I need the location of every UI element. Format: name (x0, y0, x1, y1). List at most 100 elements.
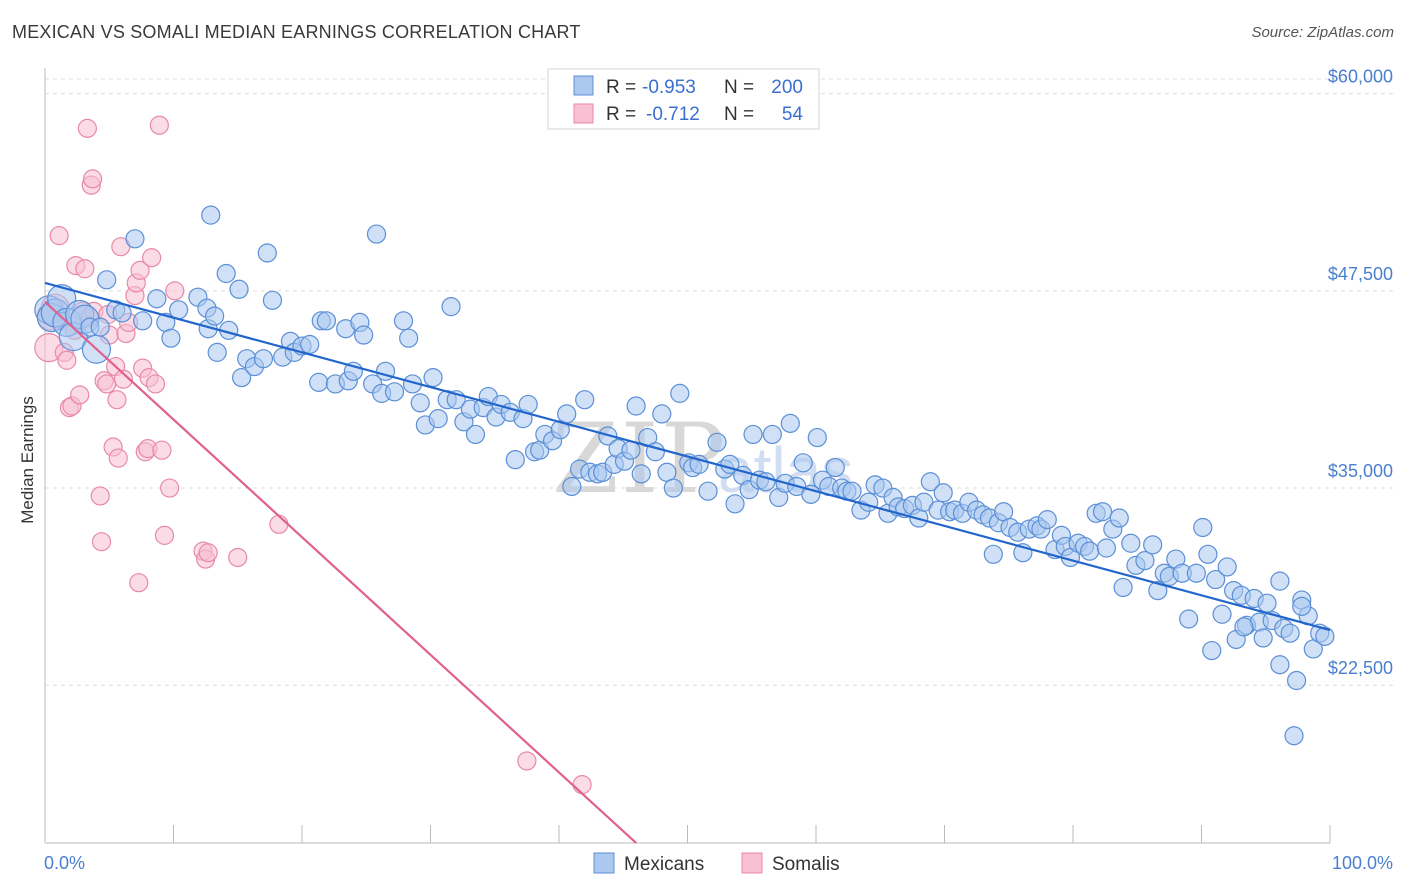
mexicans-point-164 (1080, 541, 1100, 561)
mexicans-point-15 (133, 311, 153, 331)
mexicans-point-180 (1179, 609, 1199, 629)
mexicans-point-25 (207, 342, 227, 362)
x-tick-label-0: 0.0% (44, 853, 85, 873)
legend-swatch-mexicans (573, 75, 594, 96)
mexicans-point-98 (663, 478, 683, 498)
mexicans-point-92 (626, 396, 646, 416)
mexicans-point-66 (465, 424, 486, 445)
mexicans-point-104 (707, 432, 727, 452)
mexicans-point-209 (1253, 628, 1273, 648)
somalis-point-47 (165, 281, 185, 301)
somalis-point-43 (149, 115, 169, 135)
y-axis-label: Median Earnings (18, 396, 37, 524)
mexicans-point-183 (1198, 544, 1218, 564)
mexicans-point-40 (309, 372, 329, 392)
mexicans-point-60 (428, 409, 448, 429)
trend-line-mexicans (44, 281, 1331, 632)
mexicans-point-18 (161, 328, 181, 348)
mexicans-point-208 (1284, 726, 1304, 746)
axes (44, 68, 1331, 844)
mexicans-point-26 (216, 263, 236, 284)
y-tick-label-0: $22,500 (1328, 658, 1393, 678)
mexicans-point-126 (842, 481, 862, 501)
mexicans-point-83 (575, 390, 595, 410)
legend-n-value-somalis: 54 (782, 104, 804, 125)
mexicans-point-186 (1217, 557, 1237, 577)
somalis-point-51 (228, 547, 248, 568)
somalis-point-3 (49, 226, 69, 246)
somalis-point-54 (572, 775, 592, 795)
mexicans-point-99 (670, 383, 690, 403)
mexicans-point-157 (1037, 510, 1057, 530)
somalis-point-27 (107, 390, 127, 410)
somalis-point-11 (70, 385, 90, 405)
legend-r-value-mexicans: -0.953 (642, 77, 696, 98)
mexicans-point-19 (169, 300, 189, 320)
mexicans-point-55 (399, 328, 419, 348)
somalis-point-30 (113, 369, 133, 389)
legend-r-value-somalis: -0.712 (646, 104, 700, 125)
mexicans-point-204 (1292, 596, 1312, 616)
mexicans-point-13 (112, 303, 132, 323)
mexicans-point-10 (90, 317, 110, 337)
mexicans-point-138 (920, 472, 940, 492)
mexicans-point-116 (780, 413, 800, 433)
mexicans-point-173 (1135, 551, 1155, 571)
mexicans-point-42 (316, 311, 337, 331)
bottom-legend-swatch-somalis (741, 852, 763, 874)
mexicans-point-148 (983, 544, 1003, 564)
mexicans-point-16 (147, 289, 167, 309)
somalis-point-45 (154, 525, 175, 545)
legend-n-value-mexicans: 200 (771, 77, 803, 98)
mexicans-point-128 (859, 492, 879, 512)
y-tick-label-1: $35,000 (1328, 461, 1393, 481)
mexicans-point-50 (366, 224, 387, 244)
legend-n-label-somalis: N = (724, 104, 754, 125)
mexicans-point-171 (1121, 533, 1141, 553)
legend-n-label-mexicans: N = (724, 77, 754, 98)
somalis-point-14 (77, 118, 98, 138)
mexicans-point-119 (801, 484, 821, 504)
mexicans-point-202 (1315, 626, 1335, 646)
mexicans-point-93 (631, 464, 651, 484)
series-mexicans (34, 205, 1335, 746)
mexicans-point-184 (1206, 569, 1226, 590)
mexicans-point-81 (562, 476, 582, 497)
correlation-legend: R = -0.953 N = 200 R = -0.712 N = 54 (547, 68, 820, 130)
somalis-point-13 (75, 259, 95, 279)
somalis-point-36 (130, 260, 150, 280)
x-tick-labels: 0.0% 100.0% (44, 853, 1393, 873)
legend-r-label-somalis: R = (606, 104, 636, 125)
mexicans-point-14 (125, 229, 145, 249)
mexicans-point-174 (1143, 535, 1163, 555)
source-label: Source: ZipAtlas.com (1251, 24, 1394, 41)
mexicans-point-205 (1202, 640, 1222, 661)
mexicans-point-166 (1092, 502, 1113, 522)
bottom-legend-label-somalis: Somalis (772, 854, 840, 875)
somalis-point-19 (90, 486, 110, 506)
y-tick-label-2: $47,500 (1328, 264, 1393, 284)
mexicans-point-48 (354, 325, 374, 345)
series-legend: Mexicans Somalis (593, 852, 840, 875)
somalis-point-50 (198, 543, 218, 563)
mexicans-point-54 (393, 311, 414, 331)
mexicans-point-169 (1109, 508, 1129, 528)
legend-r-label-mexicans: R = (606, 77, 636, 98)
bottom-legend-label-mexicans: Mexicans (624, 854, 704, 875)
somalis-point-28 (108, 448, 128, 468)
mexicans-point-167 (1096, 538, 1117, 558)
y-tick-label-3: $60,000 (1328, 67, 1393, 87)
mexicans-point-80 (557, 404, 577, 424)
mexicans-point-207 (1234, 617, 1254, 637)
mexicans-point-29 (232, 368, 252, 388)
mexicans-point-110 (743, 424, 763, 445)
mexicans-point-103 (698, 481, 718, 501)
somalis-point-44 (152, 440, 172, 460)
mexicans-point-197 (1286, 670, 1307, 691)
mexicans-point-113 (762, 424, 782, 445)
mexicans-point-182 (1193, 517, 1213, 538)
trend-lines (44, 281, 1331, 844)
mexicans-point-118 (793, 453, 813, 473)
mexicans-point-192 (1257, 593, 1277, 613)
